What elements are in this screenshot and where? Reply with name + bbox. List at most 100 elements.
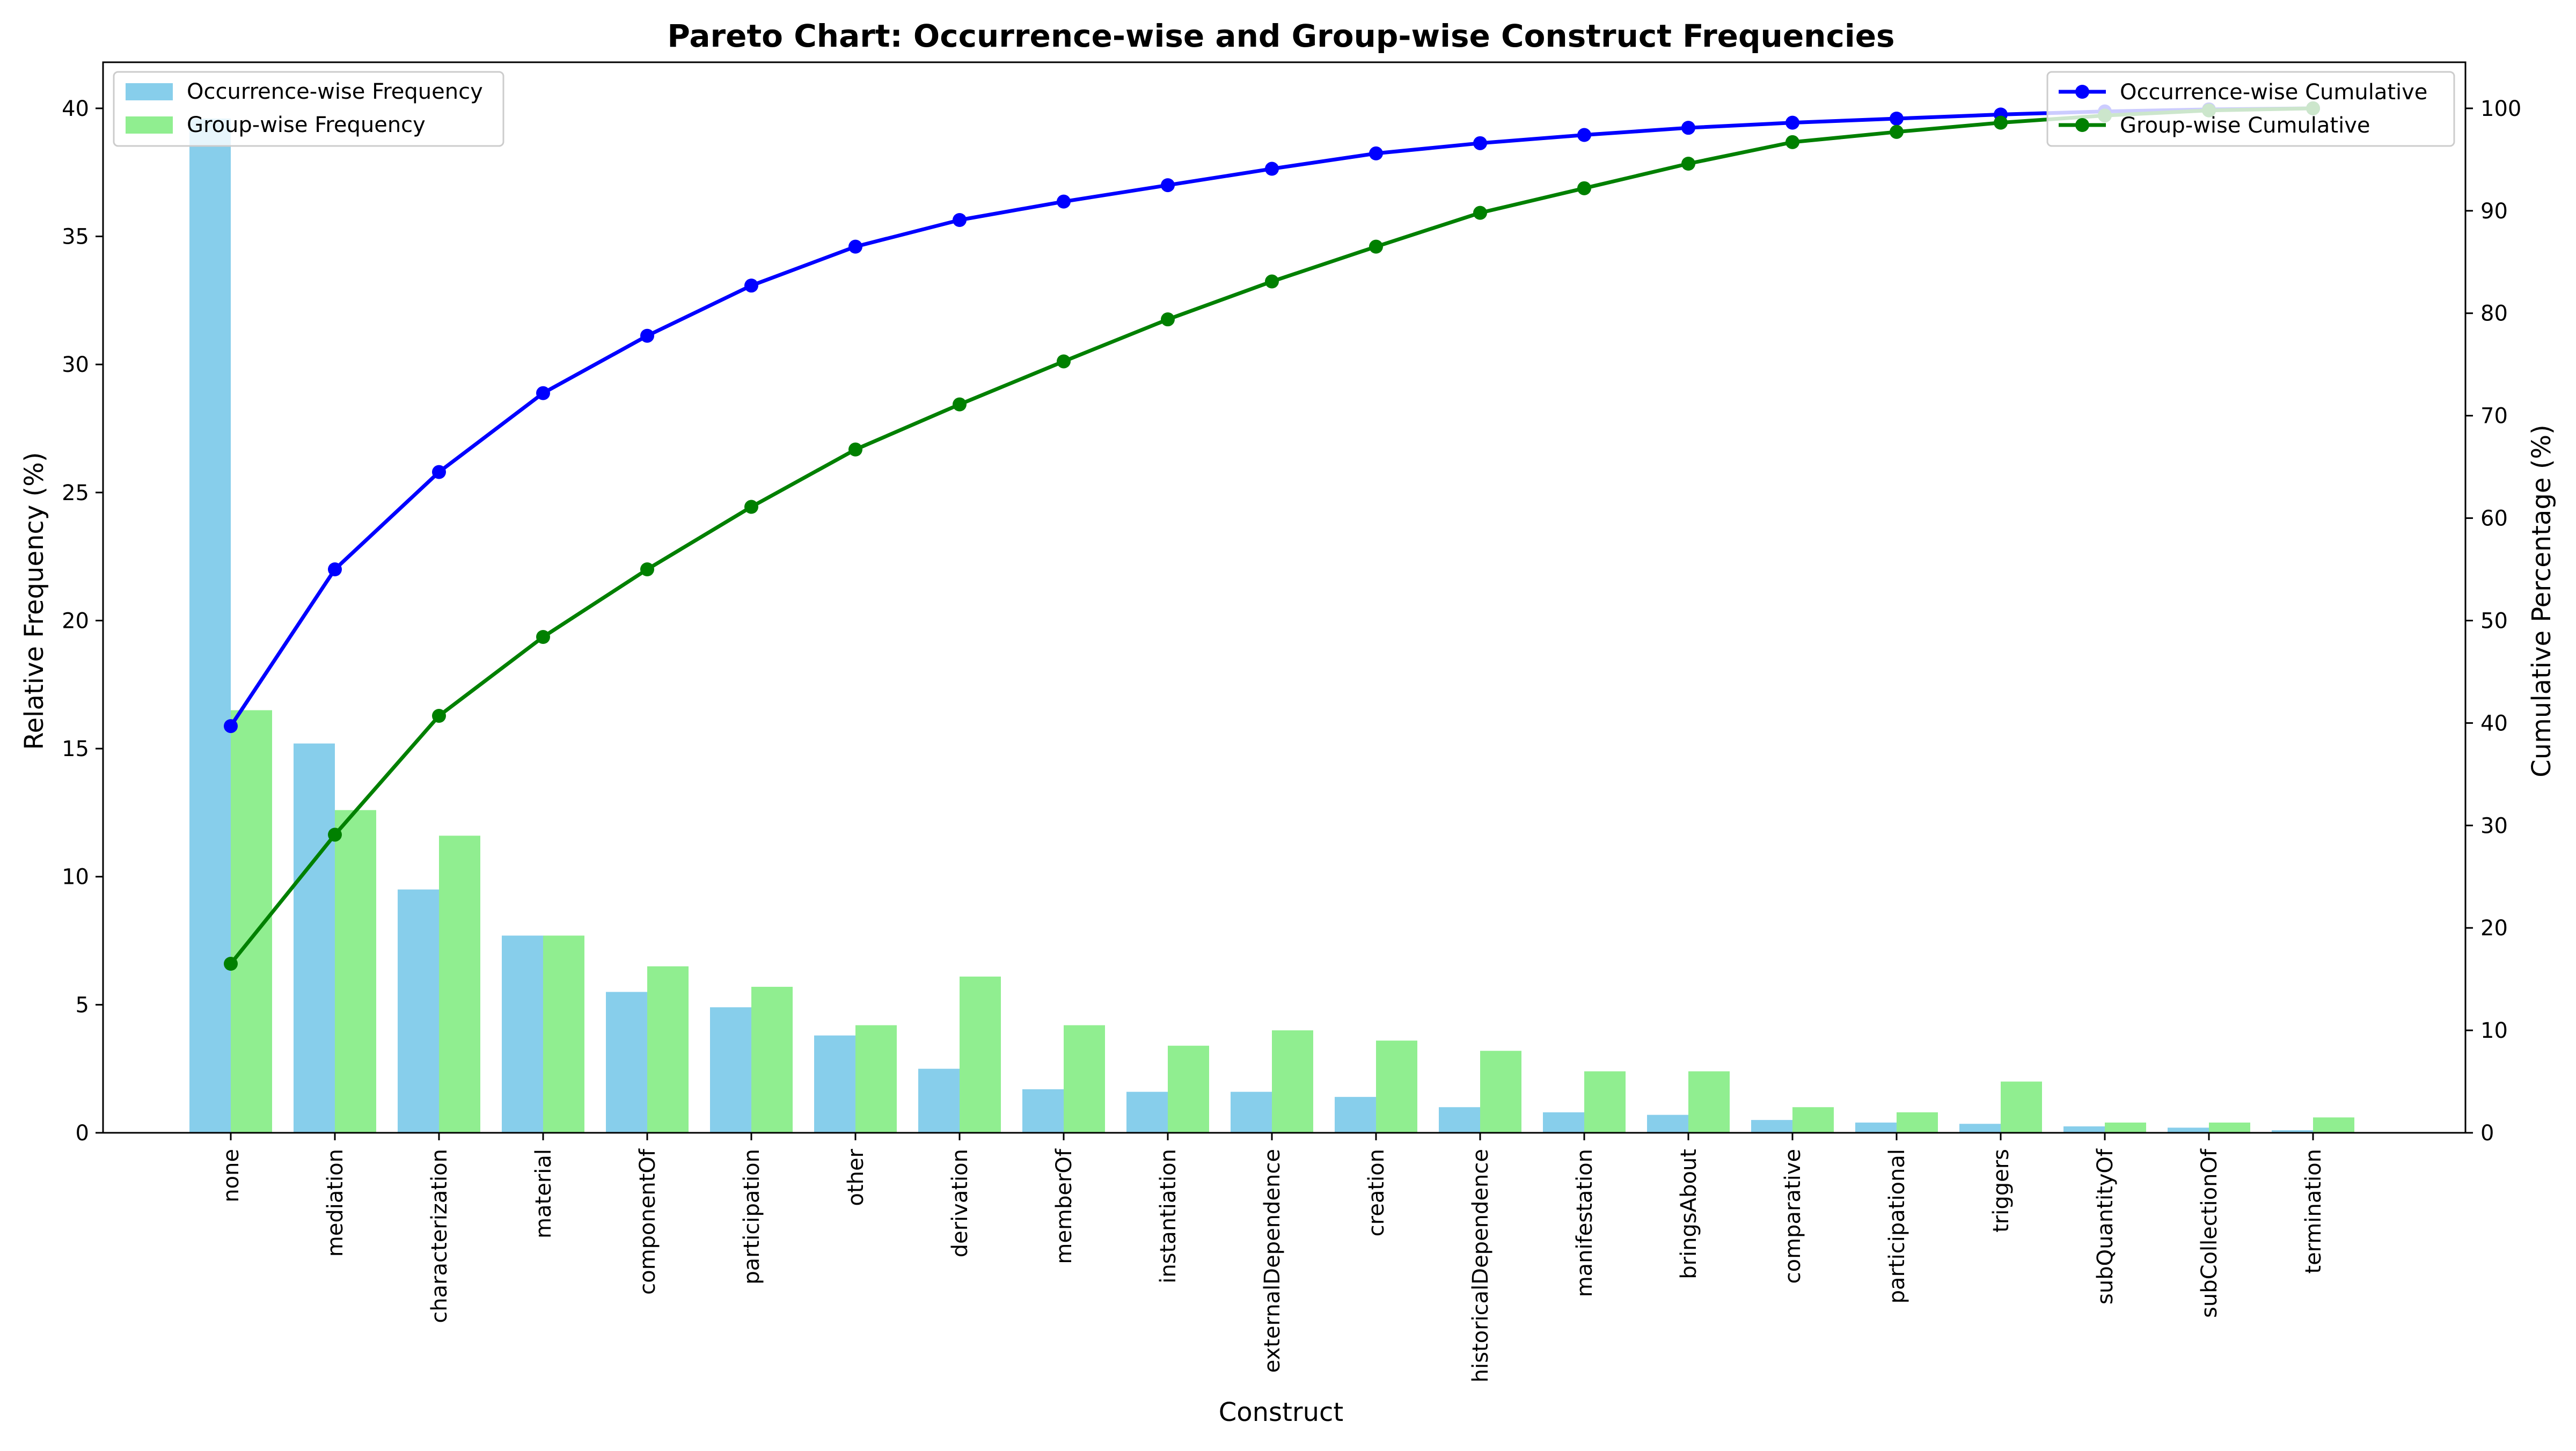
y-tick-label: 30	[62, 353, 89, 377]
y-tick-label: 0	[76, 1121, 89, 1146]
y-tick-label: 15	[62, 737, 89, 761]
x-tick-label-none: none	[219, 1149, 244, 1203]
legend-lines-frame	[2046, 71, 2455, 147]
y-tick-label: 40	[62, 97, 89, 121]
point-group-externalDependence	[1265, 274, 1279, 289]
bar-group-participation	[751, 986, 793, 1133]
point-occurrence-participational	[1890, 112, 1904, 126]
bar-occurrence-material	[502, 935, 543, 1133]
point-group-bringsAbout	[1681, 157, 1695, 171]
x-tick-label-memberOf: memberOf	[1052, 1148, 1077, 1264]
chart-title: Pareto Chart: Occurrence-wise and Group-…	[667, 18, 1894, 54]
legend-label-occurrence-cumulative: Occurrence-wise Cumulative	[2120, 80, 2427, 105]
y2-tick-label: 90	[2480, 199, 2508, 224]
point-group-participation	[744, 500, 758, 514]
point-group-characterization	[432, 709, 446, 723]
point-occurrence-participation	[744, 279, 758, 293]
x-tick-label-manifestation: manifestation	[1572, 1149, 1597, 1297]
legend-swatch-group-frequency	[126, 116, 173, 134]
point-group-mediation	[328, 827, 342, 842]
bar-group-memberOf	[1064, 1025, 1105, 1133]
bar-group-bringsAbout	[1688, 1071, 1730, 1133]
bar-group-subQuantityOf	[2105, 1122, 2146, 1133]
y-tick-label: 25	[62, 481, 89, 505]
x-tick-label-subQuantityOf: subQuantityOf	[2093, 1148, 2118, 1305]
bar-group-instantiation	[1168, 1045, 1209, 1133]
bar-group-manifestation	[1584, 1071, 1626, 1133]
bar-group-externalDependence	[1272, 1030, 1313, 1133]
plot-frame	[102, 61, 2467, 1134]
x-tick-label-creation: creation	[1364, 1149, 1389, 1236]
bar-occurrence-historicalDependence	[1439, 1107, 1480, 1133]
x-tick-label-bringsAbout: bringsAbout	[1677, 1149, 1701, 1279]
point-occurrence-none	[224, 719, 238, 734]
x-axis-title: Construct	[1219, 1397, 1344, 1427]
bar-group-triggers	[2001, 1081, 2042, 1133]
y2-tick-label: 20	[2480, 916, 2508, 941]
legend-bars-frame	[113, 71, 504, 147]
point-group-componentOf	[640, 562, 654, 576]
point-occurrence-mediation	[328, 562, 342, 576]
point-group-manifestation	[1577, 181, 1591, 195]
y2-axis-title: Cumulative Percentage (%)	[2527, 424, 2557, 778]
legend-lines: Occurrence-wise Cumulative Group-wise Cum…	[2046, 71, 2455, 147]
bar-occurrence-subQuantityOf	[2063, 1126, 2105, 1133]
point-occurrence-comparative	[1785, 115, 1799, 130]
bar-occurrence-participational	[1855, 1122, 1897, 1133]
x-tick-label-historicalDependence: historicalDependence	[1468, 1149, 1493, 1382]
point-occurrence-memberOf	[1057, 194, 1071, 209]
y2-tick-label: 40	[2480, 711, 2508, 736]
point-occurrence-other	[848, 239, 862, 254]
x-tick-label-externalDependence: externalDependence	[1260, 1149, 1285, 1373]
point-group-historicalDependence	[1473, 206, 1487, 220]
bar-occurrence-externalDependence	[1231, 1091, 1272, 1133]
y-tick-label: 35	[62, 225, 89, 250]
bar-occurrence-mediation	[294, 743, 335, 1133]
y2-tick-label: 80	[2480, 302, 2508, 326]
point-group-memberOf	[1057, 354, 1071, 369]
x-tick-label-subCollectionOf: subCollectionOf	[2197, 1148, 2222, 1318]
bar-group-creation	[1376, 1040, 1417, 1133]
point-occurrence-creation	[1369, 146, 1383, 160]
y2-tick-label: 50	[2480, 609, 2508, 633]
bar-group-characterization	[439, 836, 480, 1133]
bar-occurrence-manifestation	[1543, 1112, 1584, 1133]
point-occurrence-componentOf	[640, 328, 654, 343]
point-occurrence-characterization	[432, 465, 446, 479]
point-group-derivation	[953, 397, 967, 412]
bar-group-derivation	[960, 976, 1001, 1133]
bar-occurrence-characterization	[398, 889, 439, 1133]
bar-occurrence-triggers	[1959, 1124, 2001, 1133]
y2-tick-label: 70	[2480, 404, 2508, 429]
y2-tick-label: 60	[2480, 507, 2508, 531]
point-group-triggers	[1994, 115, 2008, 130]
point-occurrence-manifestation	[1577, 128, 1591, 142]
bar-group-termination	[2313, 1117, 2354, 1133]
x-tick-label-other: other	[844, 1148, 868, 1206]
bar-occurrence-creation	[1335, 1097, 1376, 1133]
y2-tick-label: 10	[2480, 1018, 2508, 1043]
y2-tick-label: 100	[2480, 97, 2521, 121]
bar-group-subCollectionOf	[2209, 1122, 2250, 1133]
x-tick-label-participation: participation	[740, 1149, 764, 1285]
legend-label-group-cumulative: Group-wise Cumulative	[2120, 113, 2370, 138]
point-group-material	[536, 630, 550, 644]
bar-occurrence-bringsAbout	[1647, 1115, 1688, 1133]
bar-occurrence-none	[189, 119, 231, 1133]
legend-marker-occurrence-cumulative	[2075, 85, 2089, 99]
bar-group-componentOf	[647, 966, 689, 1133]
legend-label-group-frequency: Group-wise Frequency	[187, 113, 426, 137]
point-occurrence-material	[536, 386, 550, 400]
point-occurrence-historicalDependence	[1473, 136, 1487, 150]
y2-tick-label: 30	[2480, 814, 2508, 838]
point-group-instantiation	[1161, 312, 1175, 327]
y-axis-title: Relative Frequency (%)	[19, 452, 49, 750]
point-occurrence-externalDependence	[1265, 162, 1279, 176]
bar-occurrence-componentOf	[606, 992, 647, 1133]
legend-label-occurrence-frequency: Occurrence-wise Frequency	[187, 79, 483, 104]
bar-group-historicalDependence	[1480, 1051, 1521, 1133]
point-group-comparative	[1785, 135, 1799, 149]
bar-occurrence-participation	[710, 1007, 751, 1133]
bar-group-mediation	[335, 810, 376, 1133]
